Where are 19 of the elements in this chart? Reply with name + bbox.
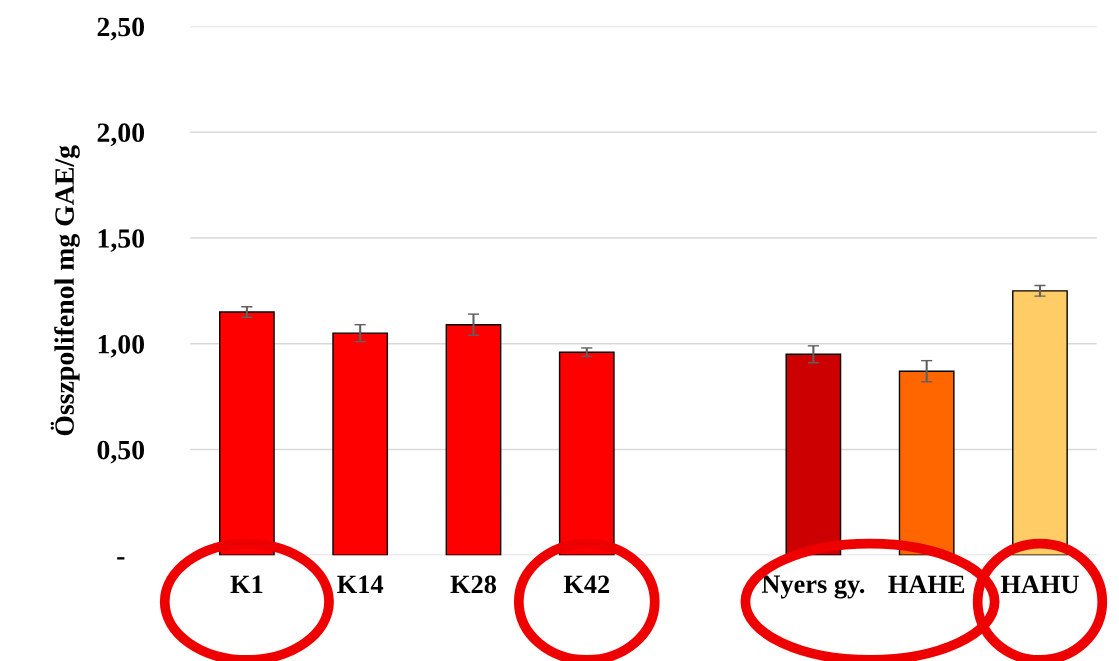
bar — [445, 323, 502, 556]
y-tick-label: 1,00 — [98, 334, 145, 358]
y-tick-label: 2,50 — [97, 17, 145, 41]
bar — [785, 353, 842, 556]
y-axis-title: Összpolifenol mg GAE/g — [50, 145, 80, 436]
x-tick-label: K1 — [230, 575, 263, 593]
bar — [898, 370, 955, 556]
bar — [218, 311, 275, 556]
y-tick-label: 1,50 — [98, 229, 145, 252]
x-tick-label: K28 — [450, 575, 497, 594]
y-tick-label: 0,50 — [97, 440, 145, 464]
x-tick-label: HAHE — [888, 575, 965, 593]
y-tick-label: 2,00 — [97, 123, 145, 147]
x-tick-label: HAHU — [1000, 575, 1079, 594]
y-tick-label: - — [117, 557, 125, 560]
bar — [332, 332, 389, 556]
x-tick-label: K14 — [337, 575, 384, 593]
x-tick-label: K42 — [563, 575, 610, 593]
x-tick-label: Nyers gy. — [761, 575, 865, 599]
